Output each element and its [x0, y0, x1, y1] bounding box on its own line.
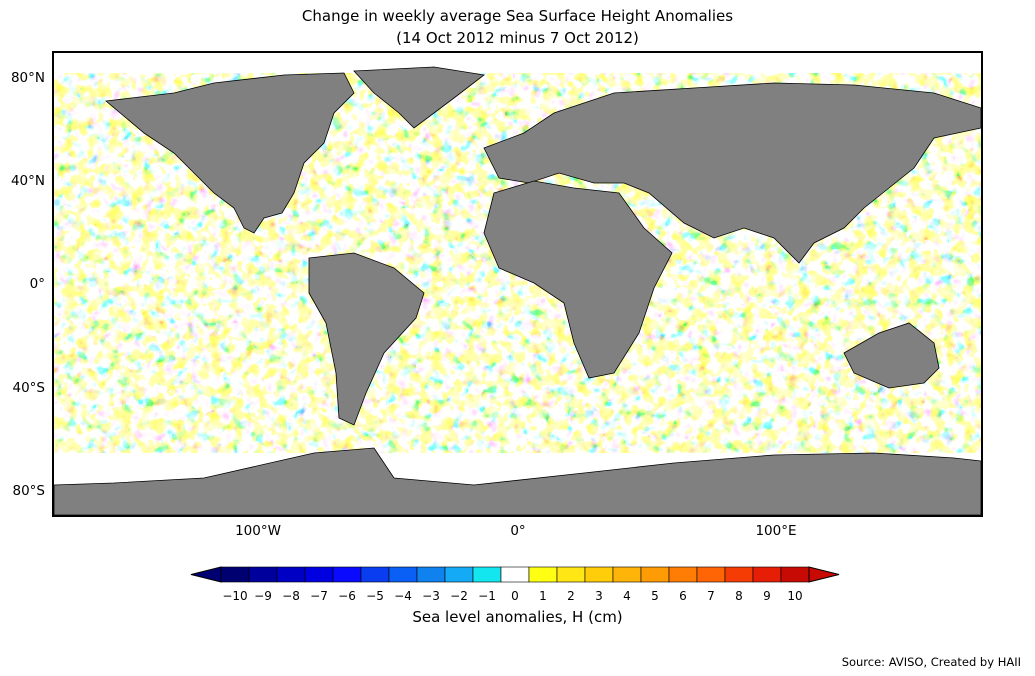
colorbar-tick-label: 4	[623, 589, 631, 603]
colorbar-tick-label: 1	[539, 589, 547, 603]
colorbar-tick-label: −5	[366, 589, 384, 603]
colorbar-tick-label: −4	[394, 589, 412, 603]
colorbar-swatch	[500, 566, 530, 583]
lon-label-100w: 100°W	[235, 523, 281, 539]
colorbar-swatch	[276, 566, 306, 583]
colorbar-tick-label: −6	[338, 589, 356, 603]
land-australia	[843, 322, 940, 389]
land-greenland	[353, 66, 485, 129]
world-map	[54, 53, 981, 515]
colorbar-tick-label: 10	[787, 589, 803, 603]
colorbar-tick-label: −10	[222, 589, 248, 603]
colorbar-swatch	[388, 566, 418, 583]
colorbar-tick-label: −9	[254, 589, 272, 603]
colorbar-swatch	[584, 566, 614, 583]
land-africa	[483, 180, 673, 379]
land-masses	[54, 66, 981, 515]
colorbar-swatch	[696, 566, 726, 583]
colorbar-swatch	[472, 566, 502, 583]
colorbar-extend-max	[808, 566, 840, 583]
colorbar-tick-label: −7	[310, 589, 328, 603]
colorbar-tick-label: −1	[478, 589, 496, 603]
lat-label-equator: 0°	[29, 276, 45, 292]
source-credit: Source: AVISO, Created by HAII	[841, 655, 1021, 669]
colorbar-swatch	[724, 566, 754, 583]
colorbar-tick-label: 6	[679, 589, 687, 603]
colorbar-tick-label: −8	[282, 589, 300, 603]
lat-label-80s: 80°S	[12, 483, 46, 499]
chart-title: Change in weekly average Sea Surface Hei…	[301, 7, 734, 25]
colorbar	[190, 566, 840, 583]
colorbar-tick-label: −2	[450, 589, 468, 603]
colorbar-swatch	[640, 566, 670, 583]
colorbar-swatch	[780, 566, 810, 583]
land-south-america	[308, 252, 425, 426]
land-north-america	[105, 72, 355, 234]
colorbar-tick-label: 3	[595, 589, 603, 603]
chart-subtitle: (14 Oct 2012 minus 7 Oct 2012)	[396, 29, 639, 47]
land-eurasia	[483, 82, 981, 264]
lat-label-40n: 40°N	[10, 173, 45, 189]
colorbar-swatch	[304, 566, 334, 583]
colorbar-swatch	[332, 566, 362, 583]
colorbar-swatch	[668, 566, 698, 583]
lon-label-0: 0°	[510, 523, 526, 539]
colorbar-swatch	[752, 566, 782, 583]
colorbar-swatch	[528, 566, 558, 583]
colorbar-swatch	[248, 566, 278, 583]
lon-label-100e: 100°E	[755, 523, 797, 539]
land-antarctica	[54, 447, 981, 515]
colorbar-swatch	[612, 566, 642, 583]
colorbar-swatch	[416, 566, 446, 583]
colorbar-tick-label: 0	[511, 589, 519, 603]
colorbar-swatch	[360, 566, 390, 583]
colorbar-tick-label: −3	[422, 589, 440, 603]
colorbar-extend-min	[190, 566, 222, 583]
colorbar-label: Sea level anomalies, H (cm)	[412, 608, 623, 626]
colorbar-swatch	[556, 566, 586, 583]
colorbar-tick-label: 5	[651, 589, 659, 603]
colorbar-tick-label: 7	[707, 589, 715, 603]
colorbar-tick-label: 9	[763, 589, 771, 603]
map-panel	[52, 51, 983, 517]
lat-label-80n: 80°N	[10, 70, 45, 86]
colorbar-tick-label: 2	[567, 589, 575, 603]
colorbar-swatch	[220, 566, 250, 583]
colorbar-tick-label: 8	[735, 589, 743, 603]
lat-label-40s: 40°S	[12, 380, 46, 396]
colorbar-swatch	[444, 566, 474, 583]
